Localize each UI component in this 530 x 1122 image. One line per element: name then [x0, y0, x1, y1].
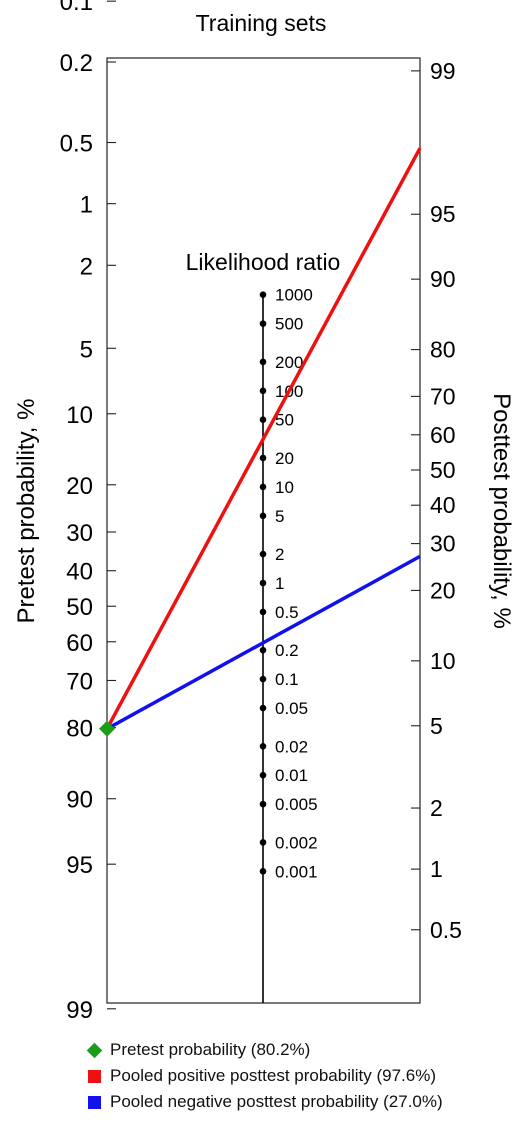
series-layer [99, 147, 422, 737]
left-tick-label: 90 [66, 787, 93, 814]
center-axis-ticks: 10005002001005020105210.50.20.10.050.020… [259, 286, 318, 881]
center-axis-label: Likelihood ratio [186, 249, 341, 275]
legend-item-positive: Pooled positive posttest probability (97… [88, 1063, 443, 1089]
legend-item-pretest: Pretest probability (80.2%) [86, 1037, 443, 1063]
lr-tick-label: 200 [275, 353, 303, 372]
left-axis-ticks: 0.1 0.2 0.5 1 2 5 10 20 30 40 50 60 70 80 90 95 99 [60, 0, 116, 1024]
posttest-line [106, 554, 421, 731]
right-axis-label: Posttest probability, % [488, 393, 515, 629]
right-tick-label: 70 [430, 383, 456, 409]
left-tick-label: 0.2 [60, 50, 93, 77]
lr-tick-dot [259, 646, 267, 654]
lr-tick-label: 2 [275, 545, 284, 564]
left-tick-label: 99 [66, 997, 93, 1024]
left-tick-label: 30 [66, 520, 93, 547]
lr-tick-label: 500 [275, 315, 303, 334]
right-tick-label: 20 [430, 577, 456, 603]
posttest-line [105, 147, 422, 730]
lr-tick-label: 0.01 [275, 766, 308, 785]
lr-tick-dot [259, 704, 267, 712]
lr-tick-dot [259, 771, 267, 779]
left-tick-label: 60 [66, 630, 93, 657]
lr-tick-dot [259, 416, 267, 424]
right-tick-label: 10 [430, 648, 456, 674]
left-tick-label: 10 [66, 402, 93, 429]
lr-tick-dot [259, 608, 267, 616]
lr-tick-label: 0.001 [275, 862, 318, 881]
lr-tick-dot [259, 358, 267, 366]
lr-tick-dot [259, 320, 267, 327]
legend-label: Pooled negative posttest probability (27… [110, 1092, 443, 1111]
left-tick-label: 0.1 [60, 0, 93, 16]
green-diamond-icon [86, 1042, 103, 1058]
right-tick-label: 95 [430, 201, 456, 227]
legend-label: Pretest probability (80.2%) [110, 1040, 311, 1059]
lr-tick-dot [259, 512, 267, 520]
left-tick-label: 1 [80, 192, 93, 219]
left-tick-label: 70 [66, 668, 93, 695]
lr-tick-label: 1000 [275, 286, 313, 305]
legend-item-negative: Pooled negative posttest probability (27… [88, 1089, 443, 1115]
right-axis-ticks: 99 95 90 80 70 60 50 40 30 20 10 5 2 1 0.5 [411, 58, 462, 943]
lr-tick-dot [259, 675, 267, 683]
lr-tick-label: 0.1 [275, 670, 299, 689]
lr-tick-label: 50 [275, 411, 294, 430]
lr-tick-label: 0.5 [275, 603, 299, 622]
lr-tick-dot [259, 454, 267, 462]
lr-tick-dot [259, 868, 267, 875]
chart-title: Training sets [196, 10, 327, 36]
legend-label: Pooled positive posttest probability (97… [110, 1066, 437, 1085]
left-axis-label: Pretest probability, % [13, 399, 40, 624]
lr-tick-dot [259, 742, 267, 750]
right-tick-label: 5 [430, 713, 443, 739]
lr-tick-label: 0.02 [275, 737, 308, 756]
lr-tick-dot [259, 291, 267, 299]
left-tick-label: 50 [66, 594, 93, 621]
lr-tick-dot [259, 550, 267, 558]
left-tick-label: 40 [66, 559, 93, 586]
lr-tick-label: 0.2 [275, 641, 299, 660]
lr-tick-label: 0.002 [275, 833, 318, 852]
lr-tick-label: 10 [275, 478, 294, 497]
legend: Pretest probability (80.2%) Pooled posit… [86, 1037, 443, 1115]
left-tick-label: 20 [66, 473, 93, 500]
lr-tick-label: 5 [275, 507, 284, 526]
lr-tick-dot [259, 800, 267, 808]
left-tick-label: 2 [80, 253, 93, 280]
lr-tick-label: 0.005 [275, 795, 318, 814]
right-tick-label: 40 [430, 492, 456, 518]
right-tick-label: 1 [430, 856, 443, 882]
right-tick-label: 50 [430, 457, 456, 483]
lr-tick-label: 20 [275, 449, 294, 468]
right-tick-label: 2 [430, 795, 443, 821]
right-tick-label: 0.5 [430, 917, 462, 943]
right-tick-label: 99 [430, 58, 456, 84]
left-tick-label: 80 [66, 716, 93, 743]
right-tick-label: 30 [430, 531, 456, 557]
right-tick-label: 80 [430, 337, 456, 363]
right-tick-label: 60 [430, 422, 456, 448]
left-tick-label: 95 [66, 852, 93, 879]
left-tick-label: 0.5 [60, 131, 93, 158]
lr-tick-dot [259, 483, 267, 491]
right-tick-label: 90 [430, 266, 456, 292]
blue-square-icon [88, 1095, 101, 1109]
lr-tick-dot [259, 839, 267, 846]
lr-tick-label: 0.05 [275, 699, 308, 718]
pretest-marker [99, 720, 115, 737]
left-tick-label: 5 [80, 336, 93, 363]
lr-tick-label: 1 [275, 574, 284, 593]
red-square-icon [88, 1069, 101, 1083]
lr-tick-dot [259, 387, 267, 395]
lr-tick-dot [259, 579, 267, 587]
